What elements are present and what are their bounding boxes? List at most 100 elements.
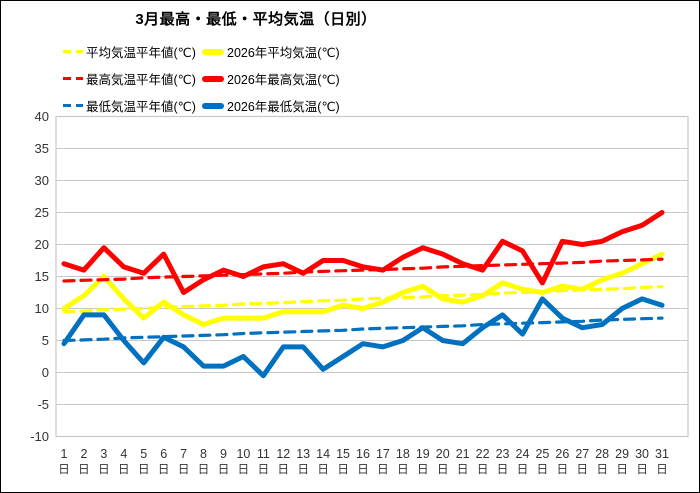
y-axis-label: 0 [42, 365, 49, 380]
y-axis-label: -10 [30, 429, 49, 444]
x-axis-label-suffix: 日 [138, 464, 150, 476]
x-axis-label-suffix: 日 [497, 464, 509, 476]
dashed-line-swatch-icon [63, 50, 83, 53]
x-axis-label-day: 10 [236, 447, 250, 461]
x-axis-label-suffix: 日 [557, 464, 569, 476]
x-axis-label-suffix: 日 [198, 464, 210, 476]
legend-label: 平均気温平年値(℃) [86, 46, 196, 60]
chart-title: 3月最高・最低・平均気温（日別） [135, 11, 377, 28]
series-line-5-solid [61, 296, 665, 379]
x-axis-label-day: 6 [160, 447, 167, 461]
x-axis-label-day: 3 [100, 447, 107, 461]
x-axis-label-day: 20 [436, 447, 450, 461]
y-axis-label: 15 [35, 269, 49, 284]
x-axis-label-suffix: 日 [218, 464, 230, 476]
x-axis-label-suffix: 日 [178, 464, 190, 476]
series-line-0-dashed [62, 285, 664, 314]
x-axis-label-suffix: 日 [417, 464, 429, 476]
legend-label: 2026年最低気温(℃) [227, 100, 340, 114]
x-axis-label-day: 7 [180, 447, 187, 461]
x-axis-label-day: 17 [376, 447, 390, 461]
x-axis-label-day: 19 [416, 447, 430, 461]
legend-item-min-2026: 2026年最低気温(℃) [202, 96, 340, 115]
chart-legend: 平均気温平年値(℃) 2026年平均気温(℃) 最高気温平年値(℃) 2026年… [63, 38, 340, 119]
legend-item-min-normal: 最低気温平年値(℃) [63, 96, 202, 115]
x-axis-label-suffix: 日 [636, 464, 648, 476]
x-axis-label-suffix: 日 [656, 464, 668, 476]
legend-label: 最高気温平年値(℃) [86, 73, 196, 87]
y-axis-label: 25 [35, 205, 49, 220]
solid-line-swatch-icon [202, 102, 224, 109]
x-axis-label-day: 13 [296, 447, 310, 461]
dashed-line-swatch-icon [63, 104, 83, 107]
y-axis-label: 30 [35, 173, 49, 188]
x-axis-label-suffix: 日 [337, 464, 349, 476]
x-axis-label-suffix: 日 [596, 464, 608, 476]
y-axis-label: 10 [35, 301, 49, 316]
x-axis-label-suffix: 日 [58, 464, 70, 476]
x-axis-label-day: 11 [257, 447, 270, 461]
legend-item-avg-2026: 2026年平均気温(℃) [202, 42, 340, 61]
plot-border [55, 115, 689, 438]
x-axis-label-day: 21 [456, 447, 470, 461]
legend-item-avg-normal: 平均気温平年値(℃) [63, 42, 202, 61]
series-line-2-dashed [62, 257, 664, 283]
x-axis-label-day: 5 [140, 447, 147, 461]
x-axis-label-day: 23 [496, 447, 510, 461]
legend-item-max-2026: 2026年最高気温(℃) [202, 69, 340, 88]
y-axis-label: 35 [35, 141, 49, 156]
x-axis-label-day: 27 [575, 447, 589, 461]
y-axis-label: -5 [37, 397, 49, 412]
x-axis-label-suffix: 日 [377, 464, 389, 476]
x-axis-label-day: 8 [200, 447, 207, 461]
series-line-4-dashed [62, 316, 664, 343]
x-axis-label-suffix: 日 [317, 464, 329, 476]
y-axis-label: 20 [35, 237, 49, 252]
solid-line-swatch-icon [202, 75, 224, 82]
y-axis-label: 5 [42, 333, 49, 348]
x-axis-label-day: 26 [555, 447, 569, 461]
x-axis-label-day: 2 [80, 447, 87, 461]
legend-label: 2026年平均気温(℃) [227, 46, 340, 60]
x-axis-label-suffix: 日 [616, 464, 628, 476]
x-axis-label-day: 28 [595, 447, 609, 461]
x-axis-label-suffix: 日 [477, 464, 489, 476]
x-axis-label-day: 30 [635, 447, 649, 461]
x-axis-label-day: 15 [336, 447, 350, 461]
series-line-1-solid [61, 251, 665, 327]
x-axis-label-suffix: 日 [98, 464, 110, 476]
x-axis-label-suffix: 日 [258, 464, 270, 476]
legend-label: 最低気温平年値(℃) [86, 100, 196, 114]
x-axis-label-suffix: 日 [238, 464, 250, 476]
x-axis-label-suffix: 日 [517, 464, 529, 476]
series-line-3-solid [61, 210, 665, 295]
legend-item-max-normal: 最高気温平年値(℃) [63, 69, 202, 88]
x-axis-label-suffix: 日 [577, 464, 589, 476]
x-axis-label-day: 29 [615, 447, 629, 461]
x-axis-label-suffix: 日 [278, 464, 290, 476]
solid-line-swatch-icon [202, 48, 224, 55]
x-axis-label-day: 22 [476, 447, 490, 461]
x-axis-label-suffix: 日 [457, 464, 469, 476]
x-axis-label-suffix: 日 [158, 464, 170, 476]
x-axis-label-day: 16 [356, 447, 370, 461]
x-axis-label-suffix: 日 [297, 464, 309, 476]
dashed-line-swatch-icon [63, 77, 83, 80]
x-axis-label-suffix: 日 [357, 464, 369, 476]
x-axis-label-day: 1 [61, 447, 68, 461]
legend-label: 2026年最高気温(℃) [227, 73, 340, 87]
x-axis-label-day: 9 [220, 447, 227, 461]
x-axis-label-day: 18 [396, 447, 410, 461]
x-axis-label-day: 31 [655, 447, 669, 461]
x-axis-label-day: 14 [316, 447, 330, 461]
x-axis-label-day: 25 [535, 447, 549, 461]
y-axis-label: 40 [35, 109, 49, 124]
x-axis-label-suffix: 日 [397, 464, 409, 476]
x-axis-label-suffix: 日 [118, 464, 130, 476]
x-axis-label-suffix: 日 [537, 464, 549, 476]
x-axis-label-day: 4 [120, 447, 127, 461]
x-axis-label-day: 24 [516, 447, 530, 461]
x-axis-label-day: 12 [276, 447, 290, 461]
